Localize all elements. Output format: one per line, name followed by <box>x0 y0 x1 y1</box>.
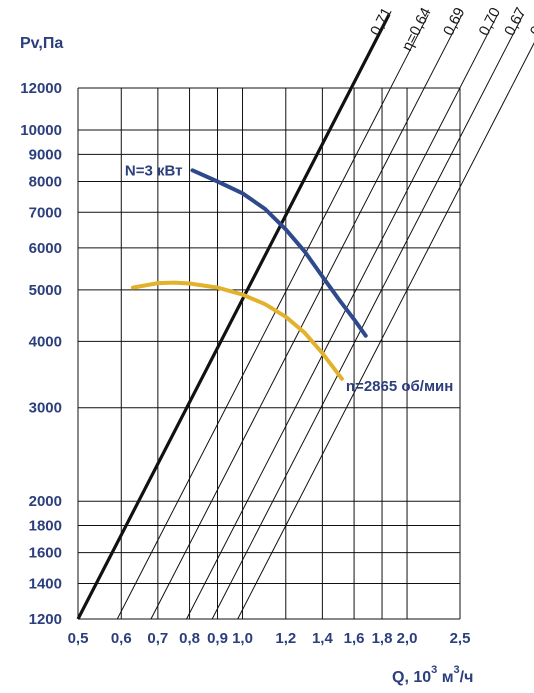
x-tick-label: 1,4 <box>312 630 334 647</box>
x-axis-label-exponent: 3 <box>454 664 460 676</box>
y-tick-label: 9000 <box>29 146 62 163</box>
tick-labels: 0,5 0,6 0,7 0,8 0,9 1,0 1,2 1,4 1,6 1,8 2,0 2,5 1200… <box>20 80 470 647</box>
y-tick-label: 1600 <box>29 545 62 562</box>
series-curve <box>190 168 368 338</box>
x-tick-label: 0,6 <box>111 630 132 647</box>
x-tick-label: 0,9 <box>207 630 228 647</box>
efficiency-line <box>76 13 391 620</box>
y-tick-label: 12000 <box>20 80 62 97</box>
y-tick-label: 6000 <box>29 240 62 257</box>
efficiency-line <box>211 14 524 620</box>
x-tick-label: 2,5 <box>450 630 471 647</box>
y-tick-label: 10000 <box>20 122 62 139</box>
x-tick-label: 0,5 <box>68 630 89 647</box>
x-axis-label: Q, 103 м3/ч <box>392 664 473 686</box>
x-tick-label: 0,8 <box>179 630 200 647</box>
x-tick-label: 1,2 <box>275 630 296 647</box>
y-tick-label: 1800 <box>29 517 62 534</box>
x-axis-label-part: /ч <box>460 669 474 686</box>
efficiency-line <box>186 14 499 620</box>
y-tick-label: 3000 <box>29 400 62 417</box>
efficiency-line <box>237 42 534 620</box>
y-axis-label: Pv,Па <box>20 35 63 52</box>
x-axis-label-exponent: 3 <box>431 664 437 676</box>
y-tick-label: 8000 <box>29 174 62 191</box>
x-tick-label: 1,8 <box>372 630 393 647</box>
x-tick-label: 1,6 <box>344 630 365 647</box>
x-tick-label: 1,0 <box>232 630 253 647</box>
y-tick-label: 1400 <box>29 575 62 592</box>
y-tick-label: 1200 <box>29 611 62 628</box>
series-curve <box>130 280 344 381</box>
efficiency-line <box>150 14 463 620</box>
x-tick-label: 0,7 <box>147 630 168 647</box>
y-tick-label: 4000 <box>29 333 62 350</box>
efficiency-label: 0,64 <box>527 5 534 39</box>
efficiency-line <box>116 14 429 620</box>
y-tick-label: 5000 <box>29 282 62 299</box>
x-axis-label-part: м <box>437 669 453 686</box>
series-curves <box>130 168 368 381</box>
series-labels: N=3 кВт n=2865 об/мин <box>125 162 453 395</box>
x-axis-label-part: Q, 10 <box>392 669 431 686</box>
series-label-speed: n=2865 об/мин <box>346 378 453 395</box>
y-tick-label: 2000 <box>29 493 62 510</box>
x-tick-label: 2,0 <box>397 630 418 647</box>
grid <box>77 87 461 620</box>
series-label-power: N=3 кВт <box>125 162 183 179</box>
y-tick-label: 7000 <box>29 204 62 221</box>
